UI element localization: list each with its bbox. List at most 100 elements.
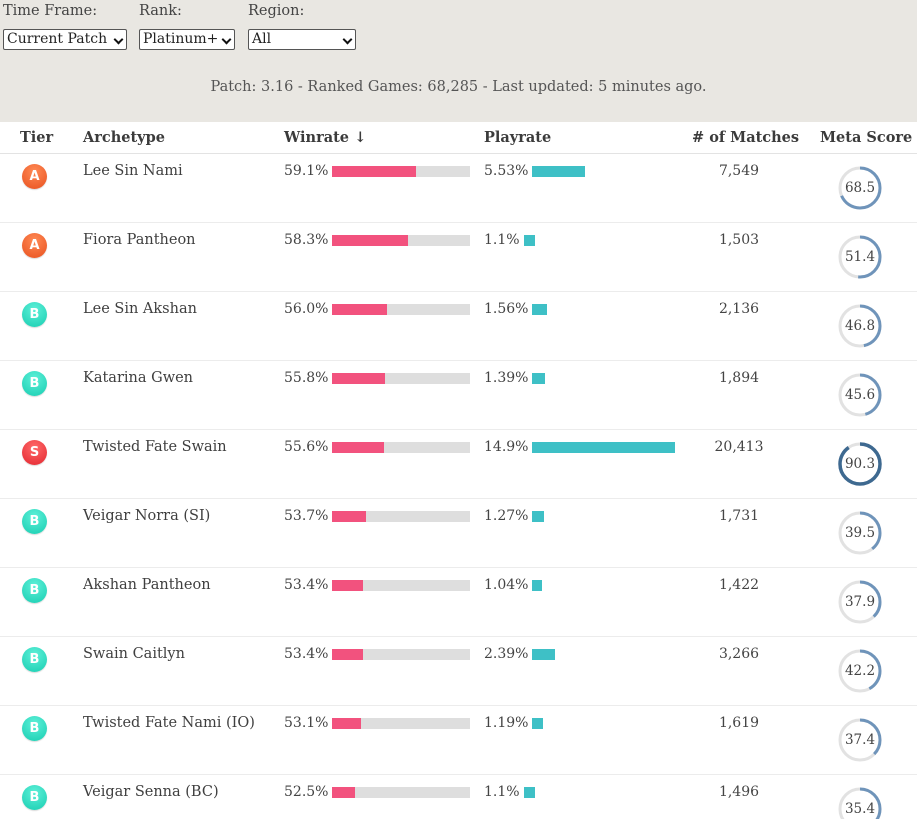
tier-badge-icon: B [22, 716, 47, 741]
header-playrate[interactable]: Playrate [484, 129, 552, 146]
tier-badge-icon: A [22, 164, 47, 189]
playrate-value: 1.19% [484, 715, 529, 731]
winrate-bar-fill [332, 787, 355, 798]
winrate-value: 56.0% [284, 301, 329, 317]
rank-label: Rank: [139, 3, 182, 19]
match-count: 3,266 [718, 646, 760, 662]
archetype-name[interactable]: Lee Sin Nami [83, 163, 183, 179]
match-count: 1,731 [718, 508, 760, 524]
playrate-bar [532, 442, 675, 453]
winrate-value: 53.4% [284, 577, 329, 593]
archetype-name[interactable]: Twisted Fate Nami (IO) [83, 715, 255, 731]
chevron-down-icon [342, 34, 353, 45]
playrate-value: 14.9% [484, 439, 529, 455]
meta-score-ring: 51.4 [837, 234, 883, 280]
match-count: 1,894 [718, 370, 760, 386]
meta-score-value: 68.5 [844, 180, 876, 196]
tier-badge-icon: A [22, 233, 47, 258]
playrate-bar [532, 511, 544, 522]
playrate-bar [524, 235, 535, 246]
match-count: 1,496 [718, 784, 760, 800]
winrate-value: 58.3% [284, 232, 329, 248]
table-row[interactable]: B Veigar Senna (BC) 52.5% 1.1% 1,496 35.4 [0, 775, 917, 819]
header-meta-score[interactable]: Meta Score [820, 129, 913, 146]
archetype-name[interactable]: Fiora Pantheon [83, 232, 196, 248]
header-archetype[interactable]: Archetype [83, 129, 165, 146]
playrate-bar [532, 166, 585, 177]
match-count: 1,503 [718, 232, 760, 248]
archetype-name[interactable]: Akshan Pantheon [83, 577, 211, 593]
table-row[interactable]: S Twisted Fate Swain 55.6% 14.9% 20,413 90.3 [0, 430, 917, 499]
winrate-bar-track [332, 235, 470, 246]
winrate-bar-fill [332, 373, 385, 384]
table-row[interactable]: B Katarina Gwen 55.8% 1.39% 1,894 45.6 [0, 361, 917, 430]
archetype-name[interactable]: Katarina Gwen [83, 370, 194, 386]
meta-score-ring: 90.3 [837, 441, 883, 487]
table-row[interactable]: B Twisted Fate Nami (IO) 53.1% 1.19% 1,619 37… [0, 706, 917, 775]
table-row[interactable]: B Veigar Norra (SI) 53.7% 1.27% 1,731 39.5 [0, 499, 917, 568]
meta-score-ring: 45.6 [837, 372, 883, 418]
tier-badge-icon: B [22, 371, 47, 396]
meta-score-ring: 42.2 [837, 648, 883, 694]
archetype-name[interactable]: Swain Caitlyn [83, 646, 185, 662]
meta-score-ring: 35.4 [837, 786, 883, 819]
winrate-bar-fill [332, 442, 384, 453]
patch-summary: Patch: 3.16 - Ranked Games: 68,285 - Las… [210, 79, 707, 95]
playrate-bar [524, 787, 535, 798]
archetype-name[interactable]: Lee Sin Akshan [83, 301, 197, 317]
tier-badge-icon: B [22, 647, 47, 672]
playrate-value: 1.56% [484, 301, 529, 317]
time-frame-label: Time Frame: [3, 3, 98, 19]
region-label: Region: [248, 3, 305, 19]
winrate-bar-track [332, 442, 470, 453]
tier-badge-icon: B [22, 302, 47, 327]
winrate-bar-track [332, 787, 470, 798]
header-winrate[interactable]: Winrate ↓ [284, 129, 367, 146]
region-select[interactable]: All [248, 29, 356, 50]
winrate-bar-fill [332, 304, 387, 315]
winrate-bar-track [332, 580, 470, 591]
winrate-bar-track [332, 511, 470, 522]
rank-select[interactable]: Platinum+ [139, 29, 235, 50]
meta-score-value: 90.3 [844, 456, 876, 472]
archetype-name[interactable]: Twisted Fate Swain [83, 439, 227, 455]
tier-badge-icon: B [22, 509, 47, 534]
table-row[interactable]: B Lee Sin Akshan 56.0% 1.56% 2,136 46.8 [0, 292, 917, 361]
playrate-value: 1.39% [484, 370, 529, 386]
winrate-bar-fill [332, 511, 366, 522]
archetype-name[interactable]: Veigar Senna (BC) [83, 784, 219, 800]
table-row[interactable]: A Fiora Pantheon 58.3% 1.1% 1,503 51.4 [0, 223, 917, 292]
meta-score-ring: 39.5 [837, 510, 883, 556]
playrate-bar [532, 304, 547, 315]
winrate-bar-fill [332, 649, 363, 660]
meta-score-ring: 37.4 [837, 717, 883, 763]
winrate-value: 53.4% [284, 646, 329, 662]
meta-score-ring: 68.5 [837, 165, 883, 211]
match-count: 2,136 [718, 301, 760, 317]
match-count: 1,422 [718, 577, 760, 593]
match-count: 7,549 [718, 163, 760, 179]
winrate-value: 52.5% [284, 784, 329, 800]
table-row[interactable]: B Akshan Pantheon 53.4% 1.04% 1,422 37.9 [0, 568, 917, 637]
time-frame-select[interactable]: Current Patch [3, 29, 127, 50]
archetype-name[interactable]: Veigar Norra (SI) [83, 508, 211, 524]
meta-score-value: 42.2 [844, 663, 876, 679]
meta-score-ring: 46.8 [837, 303, 883, 349]
playrate-bar [532, 580, 542, 591]
winrate-bar-track [332, 649, 470, 660]
meta-score-ring: 37.9 [837, 579, 883, 625]
winrate-value: 55.8% [284, 370, 329, 386]
playrate-value: 1.1% [484, 784, 520, 800]
match-count: 20,413 [714, 439, 764, 455]
winrate-value: 53.1% [284, 715, 329, 731]
meta-score-value: 37.9 [844, 594, 876, 610]
header-tier[interactable]: Tier [20, 129, 54, 146]
table-header: Tier Archetype Winrate ↓ Playrate # of M… [0, 122, 917, 154]
region-value: All [252, 31, 272, 47]
header-matches[interactable]: # of Matches [692, 129, 800, 146]
table-row[interactable]: A Lee Sin Nami 59.1% 5.53% 7,549 68.5 [0, 154, 917, 223]
meta-score-value: 39.5 [844, 525, 876, 541]
playrate-value: 1.1% [484, 232, 520, 248]
winrate-value: 53.7% [284, 508, 329, 524]
table-row[interactable]: B Swain Caitlyn 53.4% 2.39% 3,266 42.2 [0, 637, 917, 706]
